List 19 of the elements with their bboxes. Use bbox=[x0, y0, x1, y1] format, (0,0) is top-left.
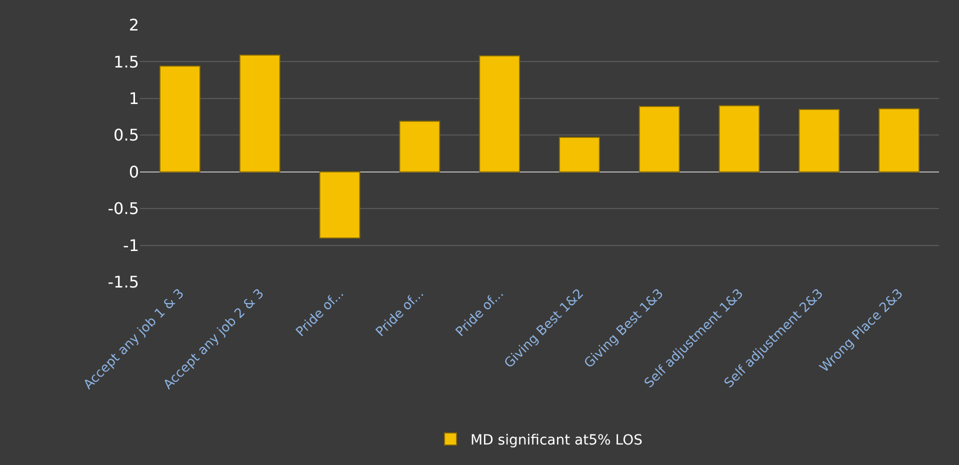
y-tick-label: -1.5 bbox=[108, 272, 139, 292]
bar bbox=[638, 106, 680, 172]
bar bbox=[479, 55, 520, 172]
y-tick-label: 1.5 bbox=[114, 52, 139, 72]
bar bbox=[399, 120, 440, 172]
bar bbox=[558, 136, 600, 172]
y-tick-label: -1 bbox=[123, 236, 139, 255]
y-tick-label: 2 bbox=[128, 16, 139, 35]
y-tick-label: -0.5 bbox=[108, 199, 139, 218]
y-tick-label: 0 bbox=[128, 162, 139, 182]
bar bbox=[319, 171, 360, 238]
y-tick-label: 1 bbox=[128, 89, 139, 108]
bar bbox=[159, 66, 200, 172]
bar bbox=[878, 108, 920, 172]
y-tick-label: 0.5 bbox=[114, 126, 139, 145]
bar bbox=[798, 108, 840, 172]
bar bbox=[718, 105, 760, 172]
legend-label: MD significant at5% LOS bbox=[470, 432, 643, 448]
bar bbox=[239, 54, 280, 172]
